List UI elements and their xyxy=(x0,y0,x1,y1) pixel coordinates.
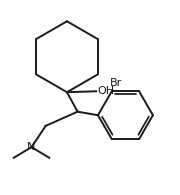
Text: N: N xyxy=(27,142,36,152)
Text: OH: OH xyxy=(97,86,114,96)
Text: Br: Br xyxy=(110,78,122,88)
